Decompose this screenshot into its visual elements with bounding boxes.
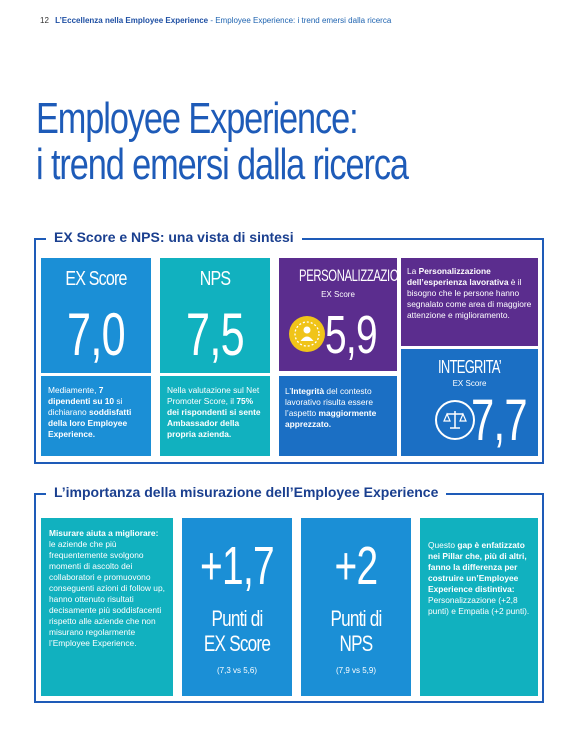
integrita-tile: INTEGRITA’ EX Score 7,7 bbox=[401, 349, 538, 456]
page-title-line2: i trend emersi dalla ricerca bbox=[36, 140, 409, 189]
personalizzazione-title: PERSONALIZZAZIONE bbox=[299, 266, 414, 285]
running-header: 12 L’Eccellenza nella Employee Experienc… bbox=[40, 16, 391, 25]
header-section: L’Eccellenza nella Employee Experience bbox=[55, 16, 209, 25]
personalizzazione-value: 5,9 bbox=[325, 305, 378, 365]
ex-desc-bold-1: 7 dipendenti su 10 bbox=[48, 385, 115, 406]
measurement-box: Misurare aiuta a migliorare: le aziende … bbox=[41, 518, 173, 696]
ex-points-unit-line1: Punti di bbox=[211, 606, 263, 631]
measure-text: le aziende che più frequentemente svolgo… bbox=[49, 539, 165, 648]
nps-description: Nella valutazione sul Net Promoter Score… bbox=[160, 376, 270, 456]
gap-box: Questo gap è enfatizzato nei Pillar che,… bbox=[420, 518, 538, 696]
ex-score-value: 7,0 bbox=[67, 301, 126, 368]
nps-points-value: +2 bbox=[334, 536, 379, 596]
section1-heading: EX Score e NPS: una vista di sintesi bbox=[46, 229, 302, 245]
nps-label: NPS bbox=[199, 268, 231, 290]
ex-score-label: EX Score bbox=[65, 268, 127, 290]
ex-points-unit-line2: EX Score bbox=[203, 631, 271, 656]
ex-points-comparison: (7,3 vs 5,6) bbox=[216, 666, 257, 675]
person-icon bbox=[289, 316, 325, 352]
integrita-description: L’Integrità del contesto lavorativo risu… bbox=[279, 376, 397, 456]
pers-desc-bold: Personalizzazione dell’esperienza lavora… bbox=[407, 266, 509, 287]
gap-text-2: Personalizzazione (+2,8 punti) e Empatia… bbox=[428, 595, 530, 616]
measure-bold-text: Misurare aiuta a migliorare: bbox=[49, 528, 159, 538]
nps-points-unit-line2: NPS bbox=[339, 631, 374, 656]
ex-desc-bold-2: soddisfatti della loro Employee Experien… bbox=[48, 407, 132, 439]
integ-desc-bold-1: Integrità bbox=[291, 386, 325, 396]
section2-heading: L’importanza della misurazione dell’Empl… bbox=[46, 484, 447, 500]
page-number: 12 bbox=[40, 16, 49, 25]
nps-desc-bold: 75% dei rispondenti si sente Ambassador … bbox=[167, 396, 261, 439]
ex-score-tile: EX Score 7,0 bbox=[41, 258, 151, 373]
ex-desc-text-1: Mediamente, bbox=[48, 385, 99, 395]
ex-score-description: Mediamente, 7 dipendenti su 10 si dichia… bbox=[41, 376, 151, 456]
pers-desc-text-1: La bbox=[407, 266, 419, 276]
gap-text-1: Questo bbox=[428, 540, 458, 550]
nps-points-unit-line1: Punti di bbox=[330, 606, 382, 631]
integ-desc-bold-2: maggiormente apprezzato. bbox=[285, 408, 377, 429]
nps-tile: NPS 7,5 bbox=[160, 258, 270, 373]
header-subsection: - Employee Experience: i trend emersi da… bbox=[208, 16, 392, 25]
nps-points-comparison: (7,9 vs 5,9) bbox=[335, 666, 376, 675]
page-title: Employee Experience: i trend emersi dall… bbox=[36, 96, 442, 188]
personalizzazione-subtitle: EX Score bbox=[321, 290, 355, 299]
integ-desc-text-1: L’ bbox=[285, 386, 292, 396]
scales-icon bbox=[435, 400, 475, 440]
integrita-subtitle: EX Score bbox=[452, 379, 487, 388]
nps-points-tile: +2 Punti di NPS (7,9 vs 5,9) bbox=[301, 518, 411, 696]
ex-points-value: +1,7 bbox=[200, 536, 275, 596]
pers-desc-text-2: è il bisogno che le persone hanno segnal… bbox=[407, 277, 532, 320]
integrita-title: INTEGRITA’ bbox=[438, 357, 502, 377]
personalizzazione-description: La Personalizzazione dell’esperienza lav… bbox=[401, 258, 538, 346]
integrita-value: 7,7 bbox=[471, 388, 528, 453]
nps-desc-text: Nella valutazione sul Net Promoter Score… bbox=[167, 385, 260, 406]
ex-desc-text-2: si dichiarano bbox=[48, 396, 123, 417]
nps-value: 7,5 bbox=[186, 301, 245, 368]
integ-desc-text-2: del contesto lavorativo risulta essere l… bbox=[285, 386, 373, 418]
ex-points-tile: +1,7 Punti di EX Score (7,3 vs 5,6) bbox=[182, 518, 292, 696]
page-title-line1: Employee Experience: bbox=[36, 94, 359, 143]
personalizzazione-tile: PERSONALIZZAZIONE EX Score 5,9 bbox=[279, 258, 414, 371]
gap-bold-text: gap è enfatizzato nei Pillar che, più di… bbox=[428, 540, 527, 594]
